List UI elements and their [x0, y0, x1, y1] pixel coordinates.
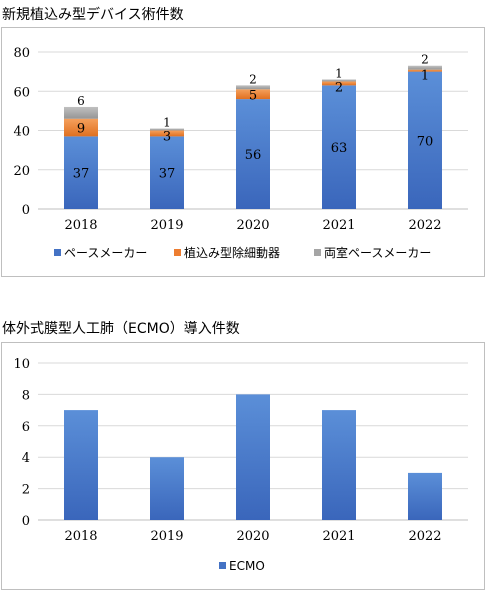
bar-primary: [64, 410, 98, 520]
chart1-legend: ペースメーカー 植込み型除細動器 両室ペースメーカー: [54, 245, 431, 260]
data-label: 9: [77, 122, 85, 137]
legend-swatch: [219, 562, 226, 569]
data-label: 37: [159, 167, 176, 182]
bar-series1: [236, 89, 270, 100]
data-label: 1: [163, 116, 171, 130]
bar-series2: [64, 106, 98, 119]
x-tick-label: 2021: [322, 529, 355, 544]
data-label: 63: [331, 141, 348, 156]
bar-primary: [322, 85, 356, 209]
bar-series1: [408, 69, 442, 72]
x-tick-label: 2019: [150, 218, 183, 233]
legend-swatch: [314, 249, 321, 256]
y-tick-label: 10: [13, 357, 30, 372]
data-label: 70: [417, 134, 434, 149]
bar-series2: [236, 85, 270, 90]
bar-series1: [322, 81, 356, 86]
data-label: 3: [163, 130, 171, 145]
x-tick-label: 2022: [408, 218, 441, 233]
bar-primary: [322, 410, 356, 520]
x-tick-label: 2018: [64, 218, 97, 233]
bar-series1: [64, 118, 98, 137]
y-tick-label: 60: [13, 85, 30, 100]
y-tick-label: 4: [22, 451, 30, 466]
bar-primary: [150, 136, 184, 209]
legend-swatch: [54, 249, 61, 256]
x-tick-label: 2020: [236, 218, 269, 233]
bar-primary: [408, 472, 442, 520]
x-tick-label: 2018: [64, 529, 97, 544]
y-tick-label: 8: [22, 388, 30, 403]
data-label: 56: [245, 148, 262, 163]
y-tick-label: 40: [13, 125, 30, 140]
data-label: 5: [249, 88, 257, 103]
x-tick-label: 2019: [150, 529, 183, 544]
y-tick-label: 0: [22, 514, 30, 529]
x-tick-label: 2021: [322, 218, 355, 233]
legend-label: ペースメーカー: [64, 246, 147, 260]
legend-label: ECMO: [229, 559, 265, 573]
y-tick-label: 0: [22, 203, 30, 218]
bar-primary: [150, 457, 184, 520]
y-tick-label: 20: [13, 164, 30, 179]
data-label: 37: [73, 167, 90, 182]
bar-series1: [150, 130, 184, 137]
chart1-title: 新規植込み型デバイス術件数: [2, 7, 184, 23]
y-tick-label: 80: [13, 46, 30, 61]
data-label: 1: [421, 69, 429, 84]
legend-label: 両室ペースメーカー: [324, 245, 431, 260]
bar-primary: [236, 99, 270, 209]
bar-primary: [236, 394, 270, 520]
bar-series2: [150, 128, 184, 131]
x-tick-label: 2020: [236, 529, 269, 544]
bar-primary: [408, 71, 442, 209]
legend-swatch: [174, 249, 181, 256]
x-tick-label: 2022: [408, 529, 441, 544]
data-label: 6: [77, 94, 85, 108]
data-label: 1: [335, 66, 343, 80]
legend-label: 植込み型除細動器: [184, 245, 280, 260]
data-label: 2: [335, 80, 343, 95]
bar-series2: [322, 79, 356, 82]
chart2-legend: ECMO: [219, 559, 265, 573]
data-label: 2: [421, 53, 429, 67]
bar-series2: [408, 65, 442, 70]
y-tick-label: 6: [22, 420, 30, 435]
y-tick-label: 2: [22, 483, 30, 498]
chart2-title: 体外式膜型人工肺（ECMO）導入件数: [2, 321, 240, 337]
bar-primary: [64, 136, 98, 209]
data-label: 2: [249, 72, 257, 86]
